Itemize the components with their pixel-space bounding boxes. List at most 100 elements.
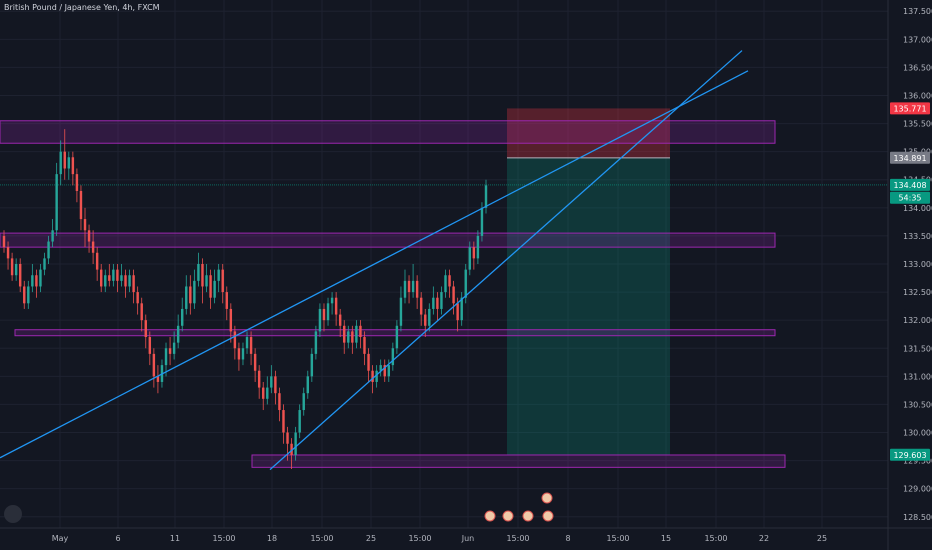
price-label-box bbox=[890, 448, 930, 461]
x-tick-label: May bbox=[52, 534, 69, 543]
tradingview-logo-icon[interactable] bbox=[4, 505, 22, 523]
candle-body bbox=[63, 151, 66, 169]
candle bbox=[120, 264, 123, 287]
candle-body bbox=[351, 331, 354, 343]
price-label-text: 129.603 bbox=[893, 451, 926, 460]
candle-body bbox=[233, 331, 237, 349]
candle-body bbox=[156, 376, 160, 382]
candle-body bbox=[128, 275, 131, 287]
candle bbox=[428, 303, 431, 332]
candle-body bbox=[164, 348, 168, 366]
candle-body bbox=[411, 280, 415, 293]
upper-trendline bbox=[0, 70, 749, 459]
candle bbox=[209, 269, 212, 309]
candle-body bbox=[18, 264, 22, 287]
candle bbox=[225, 286, 228, 321]
candle-body bbox=[278, 393, 281, 411]
candle-body bbox=[132, 275, 135, 293]
candle-body bbox=[387, 365, 391, 377]
candle bbox=[132, 269, 135, 304]
candle bbox=[172, 331, 176, 360]
candle-body bbox=[2, 235, 6, 248]
candle-body bbox=[47, 241, 50, 259]
x-tick-label: 11 bbox=[170, 534, 180, 543]
candle-body bbox=[266, 387, 269, 399]
candle-body bbox=[415, 280, 419, 298]
candle bbox=[399, 286, 403, 332]
candle-body bbox=[217, 269, 220, 281]
candle-body bbox=[302, 393, 305, 411]
candle-body bbox=[23, 286, 26, 304]
y-tick-label: 133.000 bbox=[903, 260, 932, 269]
candle-body bbox=[176, 325, 180, 343]
candle-body bbox=[322, 308, 326, 321]
candle-body bbox=[456, 303, 459, 321]
candle bbox=[241, 342, 245, 366]
candle-body bbox=[343, 325, 346, 343]
candle-body bbox=[407, 280, 411, 293]
price-label-box bbox=[890, 102, 930, 115]
candle bbox=[39, 264, 42, 293]
candle-body bbox=[136, 292, 139, 304]
candle bbox=[136, 286, 139, 315]
y-tick-label: 137.500 bbox=[903, 7, 932, 16]
stop-loss-area bbox=[507, 108, 670, 158]
y-tick-label: 135.500 bbox=[903, 120, 932, 129]
x-tick-label: 18 bbox=[267, 534, 277, 543]
candle bbox=[221, 264, 224, 304]
candle-body bbox=[403, 280, 407, 298]
candle bbox=[391, 342, 395, 371]
candle bbox=[95, 247, 99, 281]
candle bbox=[286, 426, 289, 461]
candle-body bbox=[6, 247, 10, 259]
candle bbox=[266, 376, 269, 405]
candle bbox=[18, 258, 22, 293]
candle bbox=[383, 359, 386, 382]
candle-body bbox=[290, 443, 293, 455]
candle bbox=[432, 286, 435, 315]
candle bbox=[484, 179, 488, 214]
candle-body bbox=[10, 258, 14, 276]
economic-event-icon bbox=[484, 510, 496, 522]
candle-body bbox=[318, 308, 322, 332]
candle-body bbox=[112, 269, 115, 281]
candle bbox=[193, 269, 196, 309]
y-tick-label: 133.500 bbox=[903, 232, 932, 241]
candle bbox=[156, 365, 160, 394]
candle bbox=[436, 292, 439, 321]
candle-body bbox=[249, 337, 253, 354]
candle bbox=[257, 365, 261, 399]
candle bbox=[359, 320, 362, 349]
candle-body bbox=[116, 269, 119, 281]
candle bbox=[278, 387, 281, 422]
candle-body bbox=[326, 303, 330, 321]
candle-body bbox=[83, 219, 87, 231]
candle-body bbox=[27, 286, 30, 304]
candle bbox=[63, 129, 66, 180]
candle-body bbox=[257, 370, 261, 388]
candle bbox=[99, 264, 103, 293]
candle-body bbox=[347, 331, 350, 343]
candle bbox=[282, 404, 285, 444]
candle-body bbox=[383, 365, 386, 377]
x-tick-label: 6 bbox=[115, 534, 120, 543]
support-zone-bottom bbox=[251, 454, 786, 468]
candle bbox=[367, 348, 370, 382]
candle bbox=[440, 286, 443, 315]
x-tick-label: 15:00 bbox=[408, 534, 431, 543]
candle bbox=[87, 224, 91, 253]
lower-trendline bbox=[269, 50, 743, 471]
candle bbox=[334, 292, 338, 326]
candle bbox=[152, 348, 156, 388]
candle-body bbox=[59, 151, 62, 175]
candle-body bbox=[229, 308, 233, 332]
economic-event-icon bbox=[522, 510, 534, 522]
candle bbox=[302, 387, 305, 416]
candle-body bbox=[14, 264, 18, 276]
candle-body bbox=[355, 325, 358, 343]
candle bbox=[213, 269, 216, 304]
candle bbox=[164, 342, 168, 377]
candle bbox=[10, 252, 14, 281]
candle bbox=[79, 185, 83, 231]
